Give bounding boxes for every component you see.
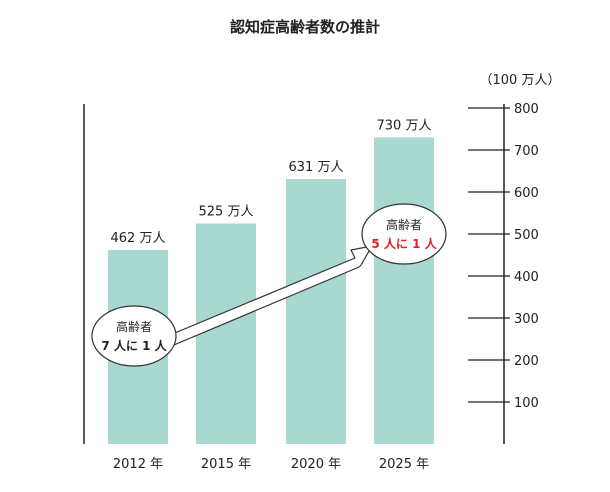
y-tick-label-3: 400 [514, 270, 539, 285]
annotation-end: 高齢者 5 人に 1 人 [361, 203, 447, 265]
y-tick-label-4: 500 [514, 228, 539, 243]
bar-value-label-2: 631 万人 [289, 160, 344, 175]
x-tick-label-0: 2012 年 [113, 457, 163, 472]
annotation-start-line1: 高齢者 [116, 319, 152, 334]
annotation-end-line2: 5 人に 1 人 [371, 236, 437, 251]
bar-value-label-1: 525 万人 [199, 205, 254, 220]
annotation-start: 高齢者 7 人に 1 人 [91, 305, 177, 367]
y-axis-unit-label: （100 万人） [480, 73, 561, 88]
x-tick-label-1: 2015 年 [201, 457, 251, 472]
x-tick-label-3: 2025 年 [379, 457, 429, 472]
annotation-end-line1: 高齢者 [386, 217, 422, 232]
y-tick-label-2: 300 [514, 312, 539, 327]
y-tick-label-0: 100 [514, 396, 539, 411]
y-tick-label-6: 700 [514, 144, 539, 159]
bar-1 [196, 223, 256, 444]
bar-value-label-0: 462 万人 [111, 231, 166, 246]
x-tick-label-2: 2020 年 [291, 457, 341, 472]
y-tick-label-7: 800 [514, 102, 539, 117]
annotation-start-bubble [91, 305, 177, 367]
y-tick-label-1: 200 [514, 354, 539, 369]
annotation-start-line2: 7 人に 1 人 [101, 338, 167, 353]
chart-title: 認知症高齢者数の推計 [230, 18, 380, 36]
y-tick-label-5: 600 [514, 186, 539, 201]
bar-value-label-3: 730 万人 [377, 118, 432, 133]
bar-3 [374, 137, 434, 444]
annotation-end-bubble [361, 203, 447, 265]
trend-arrow [157, 245, 373, 351]
bar-2 [286, 178, 346, 445]
